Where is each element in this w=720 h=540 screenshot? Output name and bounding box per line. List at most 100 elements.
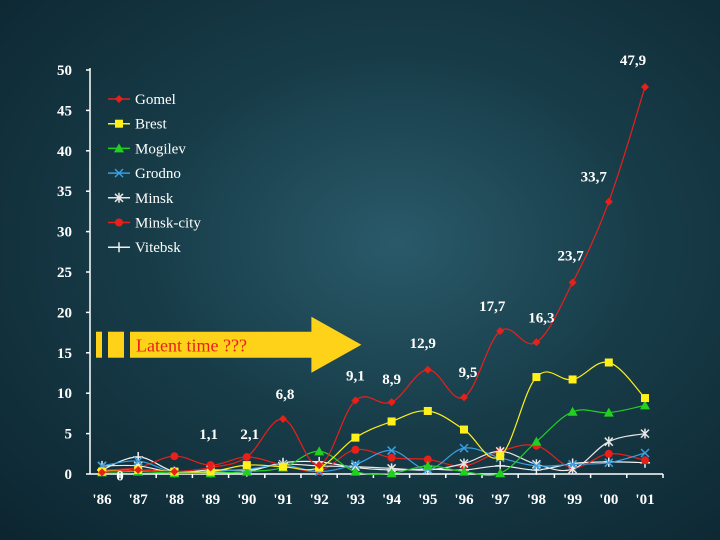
x-tick-label: '99 [563, 492, 582, 508]
data-point [279, 462, 287, 471]
legend-item: Minsk [108, 191, 174, 207]
y-tick-label: 25 [57, 265, 72, 281]
data-point [604, 358, 613, 367]
x-tick-label: '00 [599, 492, 618, 508]
series-line-minsk [101, 433, 646, 474]
series-brest [98, 358, 649, 476]
data-label: 6,8 [276, 387, 295, 403]
data-point [531, 461, 541, 471]
legend-label: Vitebsk [135, 240, 181, 256]
series-gomel [98, 82, 649, 477]
data-point [460, 393, 468, 402]
data-label: 47,9 [620, 53, 646, 69]
data-point [640, 448, 650, 458]
x-tick-label: '98 [527, 492, 546, 508]
data-label: 9,1 [346, 368, 365, 384]
data-point [170, 452, 179, 461]
series-line-minsk-city [101, 444, 646, 473]
y-tick-label: 50 [57, 63, 72, 79]
annotation-text: Latent time ??? [136, 336, 247, 356]
legend-label: Mogilev [135, 141, 186, 157]
data-point [423, 455, 432, 464]
data-point [641, 394, 649, 403]
data-point [640, 400, 650, 410]
data-point [604, 449, 613, 458]
legend-marker [114, 168, 124, 178]
x-tick-label: '93 [346, 492, 365, 508]
data-point [531, 459, 541, 470]
legend-item: Grodno [108, 166, 181, 182]
legend-label: Brest [135, 117, 167, 133]
data-label: 17,7 [479, 299, 506, 315]
data-point [568, 459, 578, 469]
x-tick-label: '95 [418, 492, 437, 508]
y-tick-label: 35 [57, 184, 72, 200]
legend-item: Mogilev [108, 141, 186, 157]
x-tick-label: '86 [92, 492, 112, 508]
data-point [423, 365, 432, 374]
data-point [568, 278, 577, 287]
y-tick-label: 5 [65, 427, 73, 443]
arrow-stripe [108, 331, 124, 358]
legend-item: Brest [108, 117, 167, 133]
x-tick-label: '96 [454, 492, 474, 508]
y-tick-label: 40 [57, 144, 72, 160]
legend-marker [114, 242, 124, 253]
y-tick-label: 0 [65, 467, 73, 483]
y-axis: 0 5 10 15 20 25 30 35 40 45 50 [57, 63, 91, 483]
y-tick-label: 45 [57, 103, 72, 119]
latent-time-annotation: Latent time ??? [96, 316, 362, 373]
data-point [604, 458, 614, 468]
data-point [495, 468, 506, 478]
x-tick-label: '89 [201, 492, 220, 508]
legend-label: Minsk [135, 191, 174, 207]
y-tick-label: 20 [57, 305, 72, 321]
x-tick-label: '87 [129, 492, 149, 508]
data-label: 33,7 [581, 170, 608, 186]
series-line-gomel [101, 86, 646, 473]
x-tick-label: '90 [237, 492, 256, 508]
legend-marker [115, 95, 123, 103]
data-point [386, 468, 397, 478]
data-point [241, 466, 252, 476]
x-tick-label: '94 [382, 492, 402, 508]
data-point [314, 446, 325, 456]
legend-marker [114, 192, 124, 203]
data-point [206, 467, 215, 476]
data-point [641, 82, 649, 91]
data-point [423, 406, 432, 415]
data-point [641, 456, 649, 465]
y-tick-label: 30 [57, 225, 72, 241]
legend-item: Minsk-city [108, 216, 201, 232]
data-point [351, 445, 360, 454]
x-tick-label: '01 [635, 492, 654, 508]
data-point [532, 373, 541, 382]
data-point [387, 417, 396, 426]
legend-item: Gomel [108, 92, 176, 108]
data-point [315, 461, 324, 470]
legend: Gomel Brest Mogilev Grodno Minsk Minsk-city Vi… [108, 92, 201, 256]
data-point [279, 415, 287, 424]
legend-label: Grodno [135, 166, 181, 182]
x-tick-label: '97 [491, 492, 511, 508]
y-tick-label: 10 [57, 386, 72, 402]
data-label: 2,1 [240, 427, 259, 443]
data-point [351, 396, 360, 405]
x-tick-label: '88 [165, 492, 184, 508]
data-point [387, 453, 396, 462]
series-line-mogilev [101, 404, 646, 476]
data-label: 16,3 [528, 310, 554, 326]
data-label: 9,5 [459, 365, 478, 381]
data-label: 23,7 [557, 249, 584, 265]
data-point [459, 443, 469, 453]
x-tick-label: '92 [310, 492, 329, 508]
data-label: 0 [116, 468, 124, 484]
data-point [604, 436, 614, 447]
data-point [459, 466, 469, 476]
legend-marker [115, 218, 123, 227]
data-point [351, 433, 360, 442]
data-point [568, 375, 577, 384]
data-point [532, 338, 541, 347]
legend-marker [115, 119, 123, 128]
